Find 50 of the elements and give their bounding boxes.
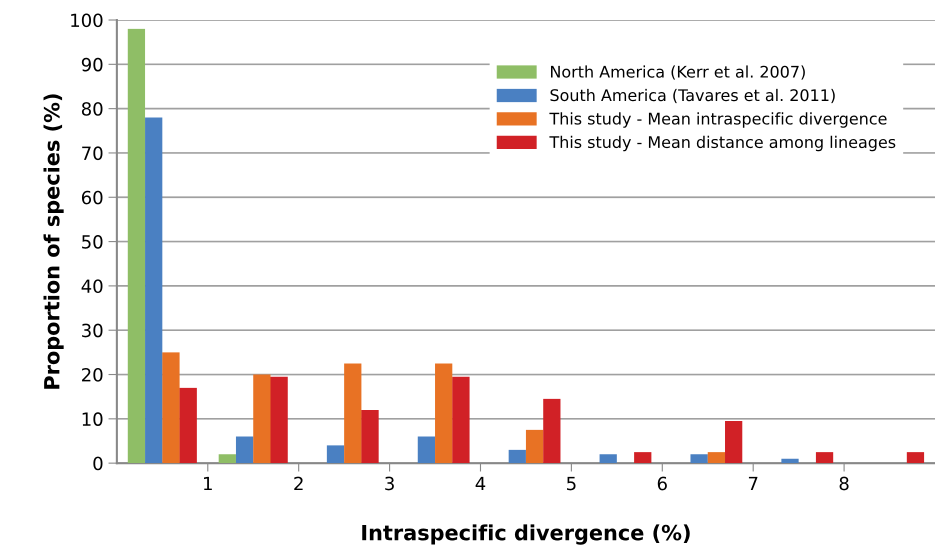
x-tick-label: 8 (840, 476, 849, 490)
bar (361, 410, 379, 464)
x-tick-label: 5 (567, 476, 576, 490)
legend-label: South America (Tavares et al. 2011) (550, 88, 835, 104)
legend-label: North America (Kerr et al. 2007) (551, 65, 805, 80)
y-tick-label: 60 (82, 190, 102, 204)
bar (418, 436, 436, 464)
bar (162, 352, 180, 464)
y-tick-label: 100 (71, 13, 102, 28)
y-tick-label: 80 (82, 102, 102, 116)
legend-label: This study - Mean distance among lineages (549, 136, 896, 152)
y-tick-label: 50 (82, 235, 102, 249)
y-tick-label: 70 (82, 146, 102, 160)
bar (526, 430, 544, 464)
bar (725, 421, 742, 464)
y-tick-label: 40 (82, 279, 102, 294)
legend-label: This study - Mean intraspecific divergence (549, 112, 887, 128)
x-tick-label: 6 (658, 476, 667, 490)
x-axis-title: Intraspecific divergence (%) (362, 524, 690, 545)
bar (906, 452, 924, 464)
x-tick-label: 4 (476, 476, 486, 490)
y-tick-label: 20 (82, 368, 102, 382)
bar (253, 374, 270, 464)
y-tick-label: 10 (82, 412, 102, 426)
bar (145, 118, 162, 464)
bar (218, 454, 236, 464)
bar (128, 28, 146, 464)
bar (236, 436, 254, 464)
y-axis-title: Proportion of species (%) (44, 94, 64, 389)
x-tick-label: 7 (748, 476, 758, 490)
bar (600, 454, 617, 464)
bar (690, 454, 708, 464)
y-tick-label: 0 (93, 456, 102, 470)
bar (326, 445, 344, 464)
bar (452, 376, 470, 464)
y-tick-label: 90 (82, 58, 102, 72)
bar (816, 452, 834, 464)
bar (543, 398, 560, 464)
x-tick-label: 3 (385, 476, 394, 490)
bar (508, 450, 526, 464)
bar (634, 452, 652, 464)
bar (180, 388, 197, 464)
bar (708, 452, 726, 464)
x-tick-label: 2 (294, 476, 303, 490)
bar (344, 363, 362, 464)
bar (435, 363, 452, 464)
bar (270, 376, 288, 464)
x-tick-label: 1 (204, 476, 212, 490)
y-tick-label: 30 (82, 324, 102, 338)
bar (781, 458, 799, 464)
